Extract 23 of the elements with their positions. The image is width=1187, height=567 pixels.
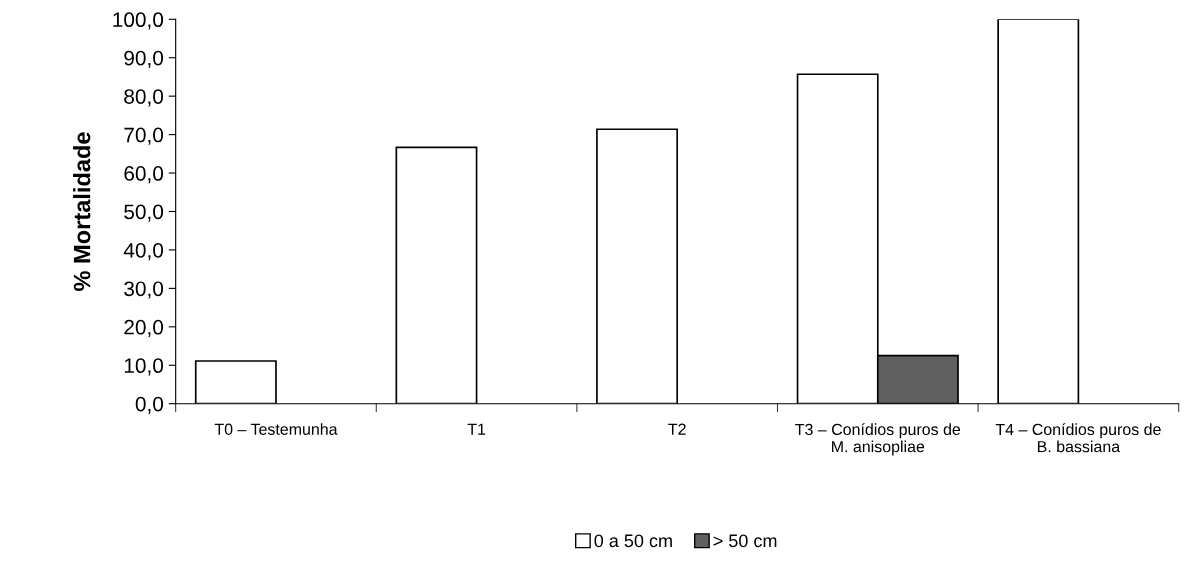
y-tick-label: 10,0 [124,358,164,376]
bar [596,128,679,404]
legend-label: > 50 cm [713,534,777,548]
bar [395,146,478,404]
y-tick-label: 50,0 [124,204,164,222]
x-tick-label: T2 [668,423,686,435]
x-tick-label: T1 [467,423,486,435]
y-tick-label: 70,0 [124,127,164,145]
y-tick-label: 100,0 [113,12,164,30]
legend-label: 0 a 50 cm [594,534,672,548]
y-tick-label: 30,0 [124,281,164,299]
x-tick-label: T0 – Testemunha [214,423,338,435]
bar [997,19,1080,404]
y-tick-label: 90,0 [124,50,164,68]
x-tick-label: T3 – Conídios puros de M. anisopliae [795,423,961,456]
y-tick-label: 20,0 [124,319,164,338]
y-tick-label: 60,0 [124,166,164,184]
y-axis-title: % Mortalidade [73,132,91,291]
y-tick-label: 80,0 [124,89,164,107]
y-tick-label: 0,0 [135,396,164,414]
x-tick-label: T4 – Conídios puros de B. bassiana [995,423,1161,453]
y-tick-label: 40,0 [123,242,164,261]
bar [194,360,277,404]
